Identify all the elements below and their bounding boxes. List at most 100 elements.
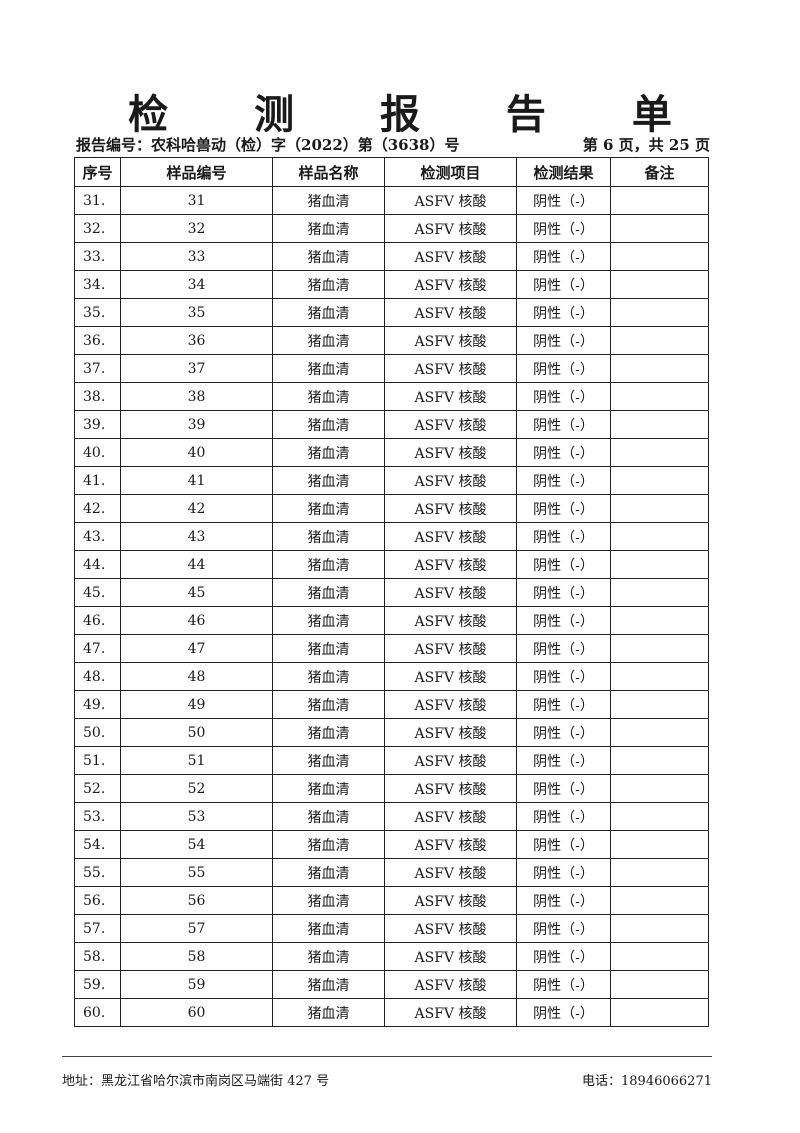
table-cell: 猪血清 bbox=[272, 522, 385, 551]
table-cell: 阴性（-） bbox=[516, 718, 611, 747]
table-cell: 40. bbox=[74, 438, 121, 467]
table-cell: 40 bbox=[120, 438, 273, 467]
table-cell: 猪血清 bbox=[272, 354, 385, 383]
table-cell: ASFV 核酸 bbox=[384, 494, 517, 523]
table-cell: 阴性（-） bbox=[516, 242, 611, 271]
table-cell: 60. bbox=[74, 998, 121, 1027]
table-cell: 猪血清 bbox=[272, 186, 385, 215]
table-cell: 阴性（-） bbox=[516, 382, 611, 411]
table-cell: ASFV 核酸 bbox=[384, 298, 517, 327]
column-header: 样品编号 bbox=[120, 157, 273, 187]
table-row: 42. 42 猪血清 ASFV 核酸 阴性（-） bbox=[74, 494, 709, 523]
table-cell: 51 bbox=[120, 746, 273, 775]
table-cell: 阴性（-） bbox=[516, 354, 611, 383]
table-row: 51. 51 猪血清 ASFV 核酸 阴性（-） bbox=[74, 746, 709, 775]
table-cell: 31. bbox=[74, 186, 121, 215]
table-cell: 32 bbox=[120, 214, 273, 243]
table-cell: ASFV 核酸 bbox=[384, 662, 517, 691]
table-cell: 43. bbox=[74, 522, 121, 551]
table-cell bbox=[610, 998, 709, 1027]
table-cell: 37 bbox=[120, 354, 273, 383]
table-cell: 阴性（-） bbox=[516, 774, 611, 803]
table-row: 36. 36 猪血清 ASFV 核酸 阴性（-） bbox=[74, 326, 709, 355]
column-header: 序号 bbox=[74, 157, 121, 187]
table-row: 33. 33 猪血清 ASFV 核酸 阴性（-） bbox=[74, 242, 709, 271]
table-cell: 50 bbox=[120, 718, 273, 747]
report-number: 报告编号：农科哈兽动（检）字（2022）第（3638）号 bbox=[76, 136, 460, 154]
table-cell: 阴性（-） bbox=[516, 298, 611, 327]
table-cell: 猪血清 bbox=[272, 634, 385, 663]
table-row: 54. 54 猪血清 ASFV 核酸 阴性（-） bbox=[74, 830, 709, 859]
table-cell bbox=[610, 186, 709, 215]
table-row: 43. 43 猪血清 ASFV 核酸 阴性（-） bbox=[74, 522, 709, 551]
table-cell: 猪血清 bbox=[272, 270, 385, 299]
table-cell: 35 bbox=[120, 298, 273, 327]
table-cell: 猪血清 bbox=[272, 662, 385, 691]
table-cell: 34 bbox=[120, 270, 273, 299]
table-cell: 47. bbox=[74, 634, 121, 663]
table-cell bbox=[610, 438, 709, 467]
table-cell: 猪血清 bbox=[272, 326, 385, 355]
table-cell: 53. bbox=[74, 802, 121, 831]
table-cell: 猪血清 bbox=[272, 578, 385, 607]
table-cell: 猪血清 bbox=[272, 242, 385, 271]
column-header: 备注 bbox=[610, 157, 709, 187]
report-meta: 报告编号：农科哈兽动（检）字（2022）第（3638）号 第 6 页，共 25 … bbox=[76, 134, 710, 155]
table-row: 50. 50 猪血清 ASFV 核酸 阴性（-） bbox=[74, 718, 709, 747]
table-cell: 阴性（-） bbox=[516, 970, 611, 999]
table-cell: 猪血清 bbox=[272, 550, 385, 579]
table-cell: 阴性（-） bbox=[516, 886, 611, 915]
table-cell: 38. bbox=[74, 382, 121, 411]
table-header: 序号 样品编号 样品名称 检测项目 检测结果 备注 bbox=[74, 157, 709, 187]
table-cell: 44. bbox=[74, 550, 121, 579]
table-row: 34. 34 猪血清 ASFV 核酸 阴性（-） bbox=[74, 270, 709, 299]
table-cell: 39. bbox=[74, 410, 121, 439]
table-cell: 阴性（-） bbox=[516, 550, 611, 579]
table-cell: 阴性（-） bbox=[516, 410, 611, 439]
table-cell: 猪血清 bbox=[272, 466, 385, 495]
table-cell bbox=[610, 774, 709, 803]
table-row: 46. 46 猪血清 ASFV 核酸 阴性（-） bbox=[74, 606, 709, 635]
table-row: 37. 37 猪血清 ASFV 核酸 阴性（-） bbox=[74, 354, 709, 383]
table-cell: ASFV 核酸 bbox=[384, 690, 517, 719]
table-cell: 阴性（-） bbox=[516, 186, 611, 215]
table-cell bbox=[610, 410, 709, 439]
table-cell: 阴性（-） bbox=[516, 522, 611, 551]
table-cell: 58 bbox=[120, 942, 273, 971]
table-cell: 41. bbox=[74, 466, 121, 495]
table-cell: 58. bbox=[74, 942, 121, 971]
table-cell: ASFV 核酸 bbox=[384, 886, 517, 915]
table-cell bbox=[610, 886, 709, 915]
table-cell bbox=[610, 214, 709, 243]
table-row: 47. 47 猪血清 ASFV 核酸 阴性（-） bbox=[74, 634, 709, 663]
table-cell: 猪血清 bbox=[272, 886, 385, 915]
table-cell: 猪血清 bbox=[272, 830, 385, 859]
table-cell: 猪血清 bbox=[272, 438, 385, 467]
table-cell: 46. bbox=[74, 606, 121, 635]
table-cell: ASFV 核酸 bbox=[384, 718, 517, 747]
table-cell: ASFV 核酸 bbox=[384, 606, 517, 635]
table-row: 41. 41 猪血清 ASFV 核酸 阴性（-） bbox=[74, 466, 709, 495]
table-cell: ASFV 核酸 bbox=[384, 326, 517, 355]
table-cell: 阴性（-） bbox=[516, 270, 611, 299]
table-cell: ASFV 核酸 bbox=[384, 410, 517, 439]
table-cell: 54. bbox=[74, 830, 121, 859]
table-cell: 猪血清 bbox=[272, 690, 385, 719]
table-cell: 52. bbox=[74, 774, 121, 803]
table-cell: 55. bbox=[74, 858, 121, 887]
table-row: 32. 32 猪血清 ASFV 核酸 阴性（-） bbox=[74, 214, 709, 243]
table-cell: 猪血清 bbox=[272, 802, 385, 831]
table-cell: ASFV 核酸 bbox=[384, 186, 517, 215]
table-cell bbox=[610, 466, 709, 495]
table-cell: 猪血清 bbox=[272, 298, 385, 327]
table-row: 58. 58 猪血清 ASFV 核酸 阴性（-） bbox=[74, 942, 709, 971]
table-cell: 42 bbox=[120, 494, 273, 523]
column-header: 检测结果 bbox=[516, 157, 611, 187]
table-cell: ASFV 核酸 bbox=[384, 382, 517, 411]
table-cell bbox=[610, 242, 709, 271]
table-cell: 48. bbox=[74, 662, 121, 691]
table-cell: 44 bbox=[120, 550, 273, 579]
table-cell: 39 bbox=[120, 410, 273, 439]
table-cell: 33 bbox=[120, 242, 273, 271]
table-cell bbox=[610, 382, 709, 411]
